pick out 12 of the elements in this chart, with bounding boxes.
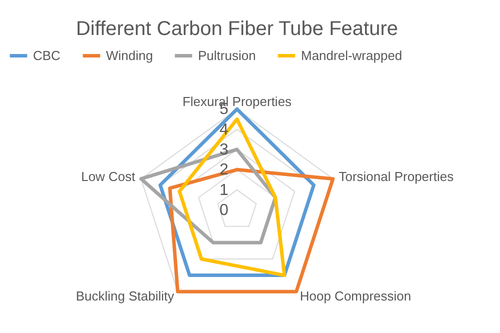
legend-label: CBC xyxy=(33,48,60,63)
spoke-label: Hoop Compression xyxy=(300,288,412,304)
y-tick-label: 0 xyxy=(220,202,229,219)
spoke-label: Buckling Stability xyxy=(76,288,175,304)
spoke-label: Torsional Properties xyxy=(338,168,454,184)
y-tick-label: 3 xyxy=(220,141,229,158)
legend-label: Winding xyxy=(106,48,153,63)
legend-label: Mandrel-wrapped xyxy=(301,48,402,63)
spoke-label: Low Cost xyxy=(81,168,136,184)
y-tick-label: 1 xyxy=(220,182,229,199)
chart-title: Different Carbon Fiber Tube Feature xyxy=(76,18,398,40)
legend-label: Pultrusion xyxy=(198,48,256,63)
